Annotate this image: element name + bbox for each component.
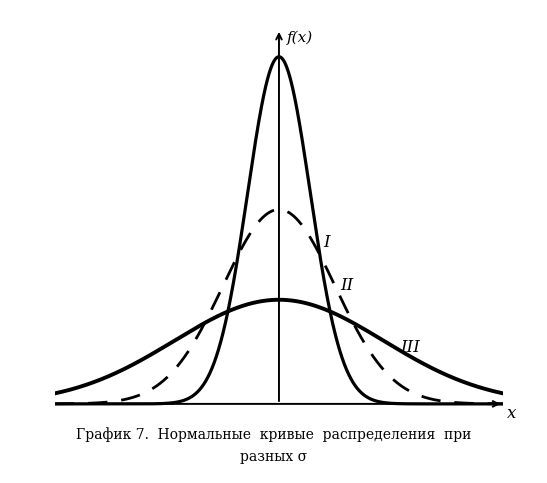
Text: График 7.  Нормальные  кривые  распределения  при: График 7. Нормальные кривые распределени… [76, 427, 471, 442]
Text: II: II [340, 278, 353, 295]
Text: III: III [400, 339, 420, 356]
Text: x: x [507, 405, 516, 422]
Text: f(x): f(x) [287, 31, 313, 45]
Text: разных σ: разных σ [240, 450, 307, 464]
Text: I: I [323, 234, 330, 251]
